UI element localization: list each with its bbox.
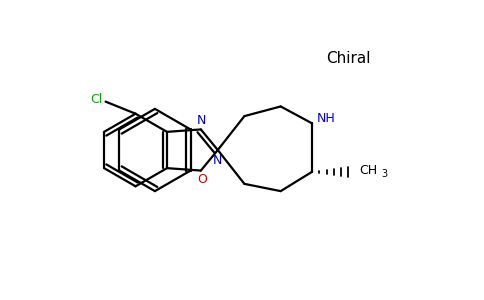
Text: 3: 3 <box>382 169 388 179</box>
Text: O: O <box>197 173 207 186</box>
Text: N: N <box>212 154 222 167</box>
Text: CH: CH <box>360 164 378 177</box>
Text: Cl: Cl <box>91 93 103 106</box>
Text: N: N <box>197 114 207 127</box>
Text: NH: NH <box>317 112 335 125</box>
Text: Chiral: Chiral <box>326 51 371 66</box>
